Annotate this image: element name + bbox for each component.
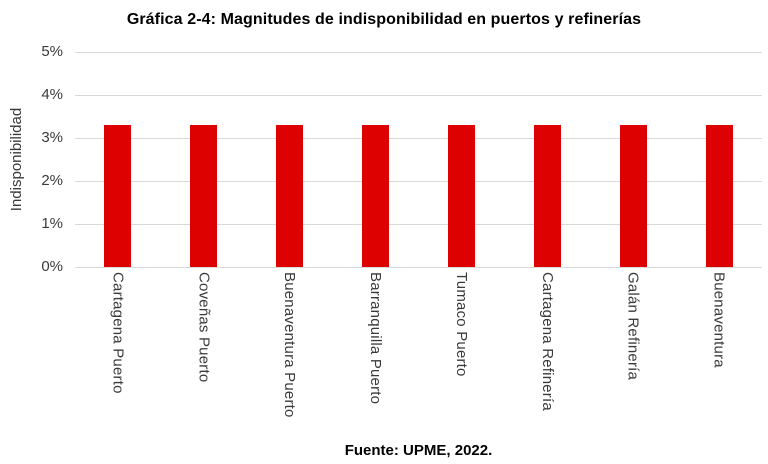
chart-title: Gráfica 2-4: Magnitudes de indisponibili…: [126, 11, 642, 28]
x-label-column: Buenaventura: [676, 272, 762, 434]
x-label-column: Cartagena Puerto: [75, 272, 161, 434]
x-category-label: Buenaventura Puerto: [281, 272, 299, 418]
x-label-column: Buenaventura Puerto: [247, 272, 333, 434]
x-label-column: Cartagena Refinería: [504, 272, 590, 434]
gridline: [75, 95, 762, 96]
bar-buenaventura: [706, 125, 733, 267]
y-tick-label: 0%: [41, 258, 63, 275]
y-tick-label: 5%: [41, 43, 63, 60]
bar-tumaco-puerto: [448, 125, 475, 267]
x-label-column: Tumaco Puerto: [419, 272, 505, 434]
x-category-label: Tumaco Puerto: [452, 272, 470, 377]
y-tick-label: 1%: [41, 215, 63, 232]
bar-gal-n-refiner-a: [620, 125, 647, 267]
bar-cartagena-puerto: [104, 125, 131, 267]
bar-barranquilla-puerto: [362, 125, 389, 267]
y-tick-label: 2%: [41, 172, 63, 189]
y-axis-title: Indisponibilidad: [6, 52, 28, 267]
y-axis-title-text: Indisponibilidad: [8, 107, 26, 212]
y-tick-label: 3%: [41, 129, 63, 146]
plot-area: [75, 52, 762, 268]
x-category-label: Barranquilla Puerto: [367, 272, 385, 405]
source-caption: Fuente: UPME, 2022.: [344, 442, 493, 459]
x-label-column: Coveñas Puerto: [161, 272, 247, 434]
x-label-column: Barranquilla Puerto: [333, 272, 419, 434]
x-axis-labels: Cartagena Puerto Coveñas Puerto Buenaventu…: [75, 272, 762, 434]
x-category-label: Cartagena Refinería: [538, 272, 556, 411]
bar-buenaventura-puerto: [276, 125, 303, 267]
x-category-label: Buenaventura: [710, 272, 728, 368]
gridline: [75, 267, 762, 268]
y-tick-label: 4%: [41, 86, 63, 103]
x-category-label: Coveñas Puerto: [195, 272, 213, 383]
gridline: [75, 181, 762, 182]
x-category-label: Galán Refinería: [624, 272, 642, 381]
x-category-label: Cartagena Puerto: [109, 272, 127, 394]
gridline: [75, 138, 762, 139]
gridline: [75, 52, 762, 53]
bar-cartagena-refiner-a: [534, 125, 561, 267]
x-label-column: Galán Refinería: [590, 272, 676, 434]
bar-cove-as-puerto: [190, 125, 217, 267]
gridline: [75, 224, 762, 225]
